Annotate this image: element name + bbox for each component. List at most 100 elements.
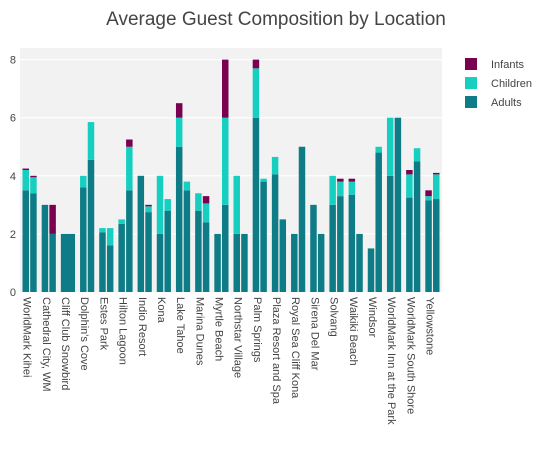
bar-infants[interactable]	[202, 196, 210, 204]
bar-adults[interactable]	[425, 200, 432, 293]
bar-infants[interactable]	[433, 172, 440, 175]
bar-adults[interactable]	[41, 204, 49, 292]
bar-adults[interactable]	[337, 196, 344, 292]
bar-adults[interactable]	[260, 181, 267, 292]
bar-children[interactable]	[329, 175, 336, 205]
bars	[22, 59, 440, 293]
bar-adults[interactable]	[252, 117, 260, 293]
bar-adults[interactable]	[175, 146, 183, 292]
bar-adults[interactable]	[413, 161, 421, 292]
bar-adults[interactable]	[145, 212, 152, 292]
bar-infants[interactable]	[348, 178, 356, 182]
x-tick-label: Indio Resort	[136, 297, 148, 356]
bar-children[interactable]	[87, 122, 95, 160]
bar-adults[interactable]	[298, 146, 306, 292]
bar-children[interactable]	[222, 117, 229, 205]
legend-label-adults[interactable]: Adults	[491, 97, 522, 109]
bar-children[interactable]	[145, 206, 152, 213]
bar-infants[interactable]	[406, 170, 413, 175]
bar-adults[interactable]	[156, 233, 164, 292]
bar-infants[interactable]	[175, 103, 183, 118]
bar-adults[interactable]	[356, 233, 363, 292]
bar-infants[interactable]	[126, 139, 133, 147]
x-tick-label: Kona	[155, 297, 167, 324]
bar-infants[interactable]	[252, 59, 260, 69]
bar-adults[interactable]	[60, 233, 76, 292]
bar-infants[interactable]	[222, 59, 229, 118]
bar-adults[interactable]	[241, 233, 248, 292]
legend-label-infants[interactable]: Infants	[491, 59, 525, 71]
y-tick-label: 2	[10, 229, 16, 241]
bar-adults[interactable]	[367, 248, 375, 292]
bar-children[interactable]	[337, 181, 344, 197]
bar-adults[interactable]	[348, 194, 356, 292]
bar-children[interactable]	[99, 228, 106, 233]
bar-children[interactable]	[175, 117, 183, 147]
bar-adults[interactable]	[406, 197, 413, 292]
legend-swatch-children[interactable]	[465, 77, 477, 89]
bar-children[interactable]	[183, 181, 191, 191]
bar-adults[interactable]	[195, 210, 202, 292]
bar-children[interactable]	[260, 178, 267, 182]
bar-adults[interactable]	[394, 117, 402, 293]
bar-children[interactable]	[195, 193, 202, 211]
bar-adults[interactable]	[118, 223, 125, 292]
bar-adults[interactable]	[183, 190, 191, 292]
bar-adults[interactable]	[30, 193, 37, 292]
bar-children[interactable]	[233, 175, 240, 234]
bar-infants[interactable]	[145, 204, 152, 207]
bar-children[interactable]	[406, 174, 413, 198]
bar-children[interactable]	[126, 146, 133, 191]
bar-children[interactable]	[386, 117, 394, 176]
bar-adults[interactable]	[164, 210, 171, 292]
bar-children[interactable]	[202, 203, 210, 223]
legend-swatch-infants[interactable]	[465, 58, 477, 70]
bar-adults[interactable]	[126, 190, 133, 292]
bar-adults[interactable]	[49, 233, 56, 292]
bar-adults[interactable]	[291, 233, 298, 292]
x-tick-label: Royal Sea Cliff Kona	[289, 297, 301, 399]
x-tick-label: Cliff Club Snowbird	[59, 297, 71, 390]
bar-adults[interactable]	[310, 204, 317, 292]
bar-adults[interactable]	[329, 204, 336, 292]
bar-adults[interactable]	[80, 187, 87, 292]
bar-infants[interactable]	[49, 204, 56, 234]
legend[interactable]: Infants Children Adults	[465, 58, 532, 109]
bar-children[interactable]	[375, 146, 382, 153]
bar-children[interactable]	[413, 148, 421, 162]
y-tick-label: 4	[10, 171, 16, 183]
bar-adults[interactable]	[87, 159, 95, 292]
legend-label-children[interactable]: Children	[491, 78, 532, 90]
bar-children[interactable]	[348, 181, 356, 195]
bar-children[interactable]	[425, 196, 432, 201]
bar-children[interactable]	[106, 228, 114, 246]
bar-adults[interactable]	[279, 219, 287, 292]
bar-adults[interactable]	[22, 190, 29, 292]
bar-adults[interactable]	[99, 232, 106, 292]
bar-adults[interactable]	[106, 245, 114, 292]
bar-children[interactable]	[271, 156, 279, 175]
bar-children[interactable]	[80, 175, 87, 188]
legend-swatch-adults[interactable]	[465, 96, 477, 108]
bar-adults[interactable]	[317, 233, 325, 292]
bar-adults[interactable]	[202, 222, 210, 292]
bar-adults[interactable]	[222, 204, 229, 292]
bar-adults[interactable]	[214, 233, 221, 292]
bar-children[interactable]	[156, 175, 164, 234]
bar-adults[interactable]	[433, 199, 440, 292]
bar-children[interactable]	[30, 177, 37, 194]
bar-adults[interactable]	[386, 175, 394, 292]
bar-children[interactable]	[164, 199, 171, 211]
bar-adults[interactable]	[271, 174, 279, 292]
bar-infants[interactable]	[22, 168, 29, 170]
bar-children[interactable]	[22, 170, 29, 191]
bar-adults[interactable]	[233, 233, 240, 292]
bar-children[interactable]	[252, 68, 260, 118]
bar-children[interactable]	[433, 174, 440, 200]
bar-infants[interactable]	[30, 175, 37, 178]
bar-infants[interactable]	[337, 178, 344, 182]
bar-adults[interactable]	[375, 152, 382, 292]
bar-infants[interactable]	[425, 190, 432, 197]
bar-adults[interactable]	[137, 175, 145, 292]
bar-children[interactable]	[118, 219, 125, 224]
